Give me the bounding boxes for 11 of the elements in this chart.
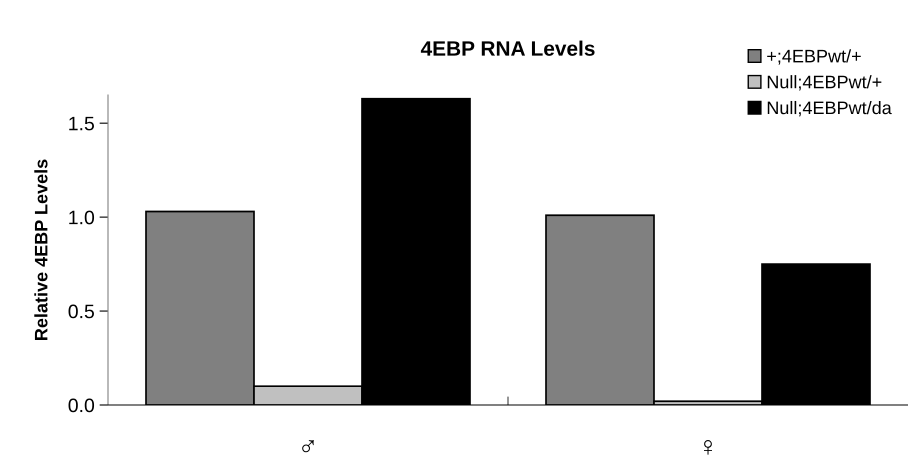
legend-label: +;4EBPwt/+ bbox=[767, 49, 861, 65]
x-tick-label: ♀ bbox=[704, 440, 712, 455]
x-tick-label: ♂ bbox=[302, 440, 314, 452]
y-tick-label: 1.0 bbox=[69, 210, 94, 224]
y-tick-label: 0.0 bbox=[68, 398, 94, 412]
chart-title: 4EBP RNA Levels bbox=[420, 40, 595, 56]
y-tick-label: 1.5 bbox=[69, 116, 94, 130]
legend-label: Null;4EBPwt/da bbox=[768, 100, 892, 116]
legend-label: Null;4EBPwt/+ bbox=[768, 75, 882, 91]
y-tick-label: 0.5 bbox=[68, 304, 94, 318]
y-axis-title: Relative 4EBP Levels bbox=[34, 160, 48, 340]
